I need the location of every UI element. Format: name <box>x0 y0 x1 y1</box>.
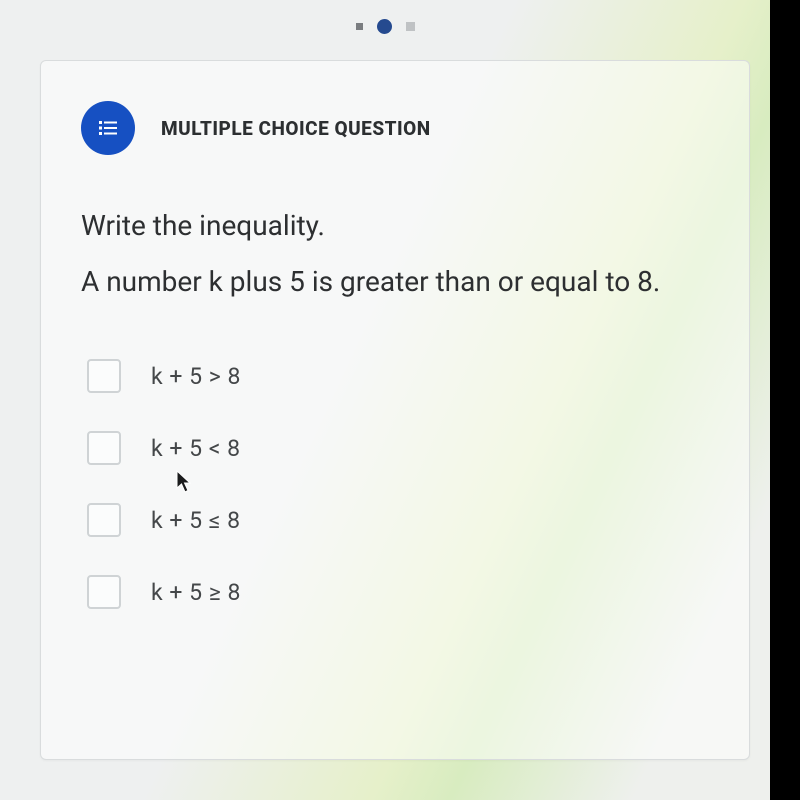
checkbox-4[interactable] <box>87 575 121 609</box>
checkbox-1[interactable] <box>87 359 121 393</box>
pager-dot-current[interactable] <box>377 19 392 34</box>
screen: MULTIPLE CHOICE QUESTION Write the inequ… <box>0 0 770 800</box>
option-4-label: k + 5 ≥ 8 <box>151 579 241 606</box>
option-2[interactable]: k + 5 < 8 <box>87 431 709 465</box>
option-1-label: k + 5 > 8 <box>151 363 241 390</box>
checkbox-2[interactable] <box>87 431 121 465</box>
option-1[interactable]: k + 5 > 8 <box>87 359 709 393</box>
card-header: MULTIPLE CHOICE QUESTION <box>81 101 709 155</box>
list-icon <box>96 116 120 140</box>
prompt-line-2: A number k plus 5 is greater than or equ… <box>81 260 709 303</box>
option-3-label: k + 5 ≤ 8 <box>151 507 241 534</box>
options-list: k + 5 > 8 k + 5 < 8 k + 5 ≤ 8 k + 5 ≥ 8 <box>81 359 709 609</box>
option-3[interactable]: k + 5 ≤ 8 <box>87 503 709 537</box>
pager-dot-next[interactable] <box>406 22 415 31</box>
list-badge <box>81 101 135 155</box>
checkbox-3[interactable] <box>87 503 121 537</box>
pagination-dots <box>0 10 770 42</box>
pager-dot-prev[interactable] <box>356 23 363 30</box>
option-4[interactable]: k + 5 ≥ 8 <box>87 575 709 609</box>
question-type-label: MULTIPLE CHOICE QUESTION <box>161 117 431 140</box>
prompt-line-1: Write the inequality. <box>81 209 709 242</box>
option-2-label: k + 5 < 8 <box>151 435 241 462</box>
question-card: MULTIPLE CHOICE QUESTION Write the inequ… <box>40 60 750 760</box>
